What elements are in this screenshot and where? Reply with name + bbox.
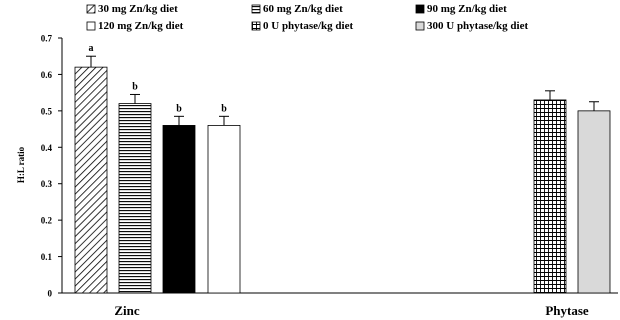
y-tick-label: 0.3 (41, 179, 53, 189)
bar (533, 99, 567, 294)
legend-label: 60 mg Zn/kg diet (263, 3, 343, 15)
y-axis: 0 0.1 0.2 0.3 0.4 0.5 0.6 0.7 (41, 34, 63, 299)
legend-swatch (86, 21, 96, 31)
legend-swatch (415, 21, 425, 31)
bar (162, 125, 196, 294)
significance-letter: b (176, 103, 182, 114)
group-label-phytase: Phytase (545, 303, 589, 318)
y-tick-label: 0 (48, 289, 53, 299)
bar (577, 110, 611, 294)
bar (207, 125, 241, 294)
y-tick-label: 0.4 (41, 143, 53, 153)
legend-label: 0 U phytase/kg diet (263, 20, 353, 32)
legend-swatch (86, 4, 96, 14)
legend-swatch (251, 4, 261, 14)
legend-label: 30 mg Zn/kg diet (98, 3, 178, 15)
bar (74, 66, 108, 294)
bars: a b b b (74, 43, 611, 294)
y-tick-label: 0.5 (41, 106, 53, 116)
significance-letter: b (132, 81, 138, 92)
y-tick-label: 0.2 (41, 216, 53, 226)
legend-swatch (415, 4, 425, 14)
legend-label: 120 mg Zn/kg diet (98, 20, 184, 32)
group-label-zinc: Zinc (114, 303, 140, 318)
y-tick-label: 0.7 (41, 34, 53, 44)
bar (118, 103, 152, 294)
legend-label: 300 U phytase/kg diet (427, 20, 528, 32)
y-axis-label: H:L ratio (16, 146, 26, 183)
legend-label: 90 mg Zn/kg diet (427, 3, 507, 15)
y-tick-label: 0.6 (41, 70, 53, 80)
y-tick-label: 0.1 (41, 252, 53, 262)
significance-letter: b (221, 103, 227, 114)
legend: 30 mg Zn/kg diet 60 mg Zn/kg diet 90 mg Zn… (86, 3, 528, 32)
legend-swatch (251, 21, 261, 31)
significance-letter: a (89, 43, 94, 54)
